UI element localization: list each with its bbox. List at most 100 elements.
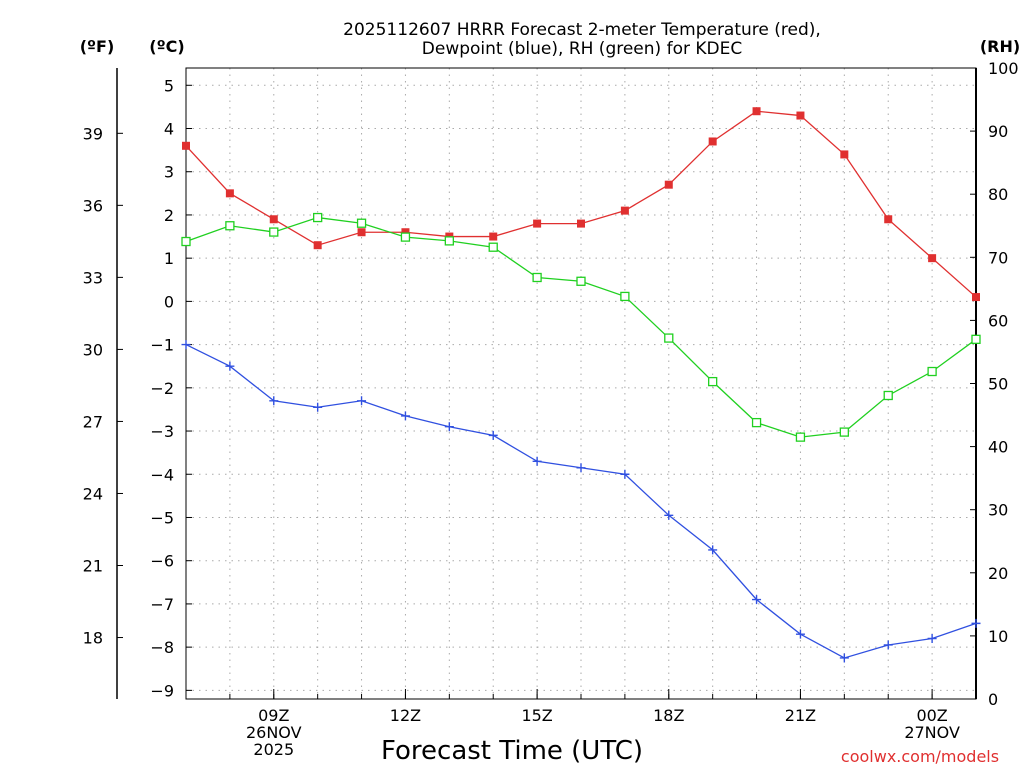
fahrenheit-tick-label: 39 [83, 124, 103, 143]
rh-tick-label: 90 [988, 122, 1008, 141]
rh-point [839, 427, 849, 437]
rh-point [444, 236, 454, 246]
dewpoint-point [971, 618, 981, 628]
celsius-tick-label: −6 [150, 552, 174, 571]
dewpoint-point [839, 653, 849, 663]
rh-point [620, 291, 630, 302]
dewpoint-point [313, 402, 323, 412]
rh-point [488, 242, 498, 252]
rh-tick-label: 40 [988, 438, 1008, 457]
celsius-tick-label: 2 [164, 206, 174, 225]
celsius-tick-label: 1 [164, 249, 174, 268]
axes [116, 67, 977, 700]
fahrenheit-tick-label: 24 [83, 484, 103, 503]
fahrenheit-tick-label: 30 [83, 340, 103, 359]
rh-tick-label: 20 [988, 564, 1008, 583]
rh-tick-label: 50 [988, 375, 1008, 394]
x-tick-label: 09Z [258, 706, 289, 725]
rh-point [971, 334, 981, 344]
temperature-point [840, 150, 849, 159]
x-tick-label: 2025 [253, 740, 294, 759]
dewpoint-point [752, 595, 762, 605]
temperature-point [182, 141, 190, 150]
fahrenheit-tick-label: 21 [83, 557, 103, 576]
temperature-point [489, 232, 498, 241]
dewpoint-point [357, 396, 367, 406]
temperature-point [577, 219, 585, 228]
temperature-point [269, 215, 278, 224]
rh-tick-label: 100 [988, 59, 1019, 78]
fahrenheit-tick-label: 36 [83, 196, 103, 215]
rh-point [795, 432, 806, 442]
temperature-point [225, 189, 234, 198]
chart-title-line2: Dewpoint (blue), RH (green) for KDEC [422, 39, 742, 59]
rh-point [883, 390, 893, 401]
rh-point [400, 232, 411, 242]
x-axis-label: Forecast Time (UTC) [381, 736, 643, 766]
rh-point [664, 333, 674, 343]
celsius-tick-label: −1 [150, 336, 174, 355]
x-tick-label: 15Z [521, 706, 552, 725]
dewpoint-point [664, 510, 674, 520]
temperature-point [664, 180, 673, 189]
credit-link[interactable]: coolwx.com/models [841, 747, 999, 766]
celsius-tick-label: 4 [164, 120, 174, 139]
fahrenheit-tick-label: 18 [83, 629, 103, 648]
temperature-point [533, 219, 542, 228]
dewpoint-point [181, 340, 191, 350]
rh-tick-label: 80 [988, 185, 1008, 204]
celsius-tick-label: −7 [150, 595, 174, 614]
rh-tick-label: 70 [988, 248, 1008, 267]
temperature-point [796, 111, 805, 120]
rh-point [532, 272, 542, 283]
temperature-point [708, 137, 717, 146]
fahrenheit-tick-label: 27 [83, 412, 103, 431]
chart-title: 2025112607 HRRR Forecast 2-meter Tempera… [343, 20, 821, 40]
rh-tick-label: 10 [988, 627, 1008, 646]
celsius-tick-label: −8 [150, 638, 174, 657]
temperature-point [357, 228, 366, 237]
dewpoint-point [576, 463, 586, 473]
fahrenheit-tick-label: 33 [83, 268, 103, 287]
dewpoint-point [225, 361, 235, 371]
x-tick-label: 12Z [390, 706, 421, 725]
rh-tick-label: 30 [988, 501, 1008, 520]
series-layer [181, 107, 981, 663]
x-tick-label: 00Z [916, 706, 947, 725]
x-tick-label: 26NOV [246, 723, 302, 742]
dewpoint-line [185, 344, 977, 659]
dewpoint-point [927, 633, 937, 643]
dewpoint-point [444, 422, 454, 432]
celsius-axis-unit: (ºC) [149, 37, 184, 56]
rh-point [313, 212, 323, 223]
x-tick-label: 21Z [785, 706, 816, 725]
rh-point [181, 236, 191, 247]
rh-point [225, 221, 235, 231]
temperature-point [884, 215, 893, 224]
dewpoint-point [620, 469, 630, 479]
celsius-tick-label: 0 [164, 292, 174, 311]
dewpoint-point [269, 396, 279, 406]
celsius-tick-label: −3 [150, 422, 174, 441]
temperature-point [620, 206, 629, 215]
temperature-point [972, 293, 980, 302]
dewpoint-point [883, 640, 893, 650]
dewpoint-point [400, 411, 410, 421]
rh-axis-unit: (RH) [980, 37, 1020, 56]
rh-point [927, 366, 937, 377]
grid-lines [186, 68, 976, 699]
rh-point [576, 276, 586, 286]
tick-labels: 543210−1−2−3−4−5−6−7−8−93936333027242118… [83, 59, 1019, 759]
x-tick-label: 18Z [653, 706, 684, 725]
dewpoint-point [795, 629, 805, 639]
celsius-tick-label: −9 [150, 681, 174, 700]
temperature-point [313, 241, 322, 250]
rh-tick-label: 60 [988, 311, 1008, 330]
temperature-point [401, 228, 410, 237]
celsius-tick-label: −5 [150, 508, 174, 527]
x-tick-label: 27NOV [904, 723, 960, 742]
celsius-tick-label: 5 [164, 76, 174, 95]
dewpoint-point [532, 456, 542, 466]
rh-point [751, 417, 762, 428]
